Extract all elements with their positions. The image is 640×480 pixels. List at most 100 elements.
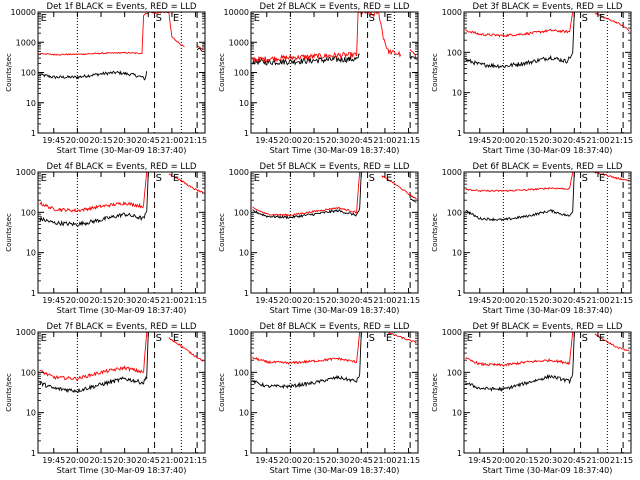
plot-frame [463, 11, 632, 134]
x-tick-label: 20:00 [66, 296, 89, 305]
series-group [39, 12, 204, 81]
x-tick-label: 21:15 [610, 456, 633, 465]
x-tick-label: 19:45 [468, 456, 491, 465]
lld-series-line [39, 332, 148, 381]
chart-title: Det 8f BLACK = Events, RED = LLD [260, 322, 410, 332]
x-tick-label: 20:45 [563, 136, 586, 145]
y-tick-label: 1000 [16, 168, 36, 177]
x-tick-label: 19:45 [255, 456, 278, 465]
y-tick-label: 100 [21, 69, 36, 78]
chart-panel: Det 2f BLACK = Events, RED = LLD 1 10 100 10… [218, 2, 420, 155]
plot-frame [463, 331, 632, 454]
plot-frame [250, 171, 419, 294]
event-marker-label: S [156, 333, 162, 344]
x-tick-label: 19:45 [42, 296, 65, 305]
event-marker-label: E [41, 333, 47, 344]
x-tick-label: 21:00 [586, 136, 609, 145]
plot-frame [463, 171, 632, 294]
x-tick-label: 20:30 [539, 456, 562, 465]
event-marker-label: E [599, 13, 605, 24]
chart-panel: Det 7f BLACK = Events, RED = LLD 1 10 100 10… [5, 322, 207, 475]
chart-title: Det 5f BLACK = Events, RED = LLD [260, 162, 410, 172]
events-series-line [39, 70, 148, 81]
y-tick-label: 1 [244, 449, 249, 458]
series-group [39, 332, 204, 394]
events-series-line [39, 332, 149, 394]
y-tick-label: 10 [26, 99, 36, 108]
x-tick-label: 19:45 [468, 136, 491, 145]
x-tick-label: 21:00 [373, 136, 396, 145]
x-tick-label: 20:45 [137, 136, 160, 145]
event-marker-label: E [41, 13, 47, 24]
y-tick-label: 10 [239, 409, 249, 418]
y-tick-label: 100 [234, 69, 249, 78]
chart-title: Det 7f BLACK = Events, RED = LLD [47, 322, 197, 332]
lld-series-line [168, 173, 204, 194]
event-marker-label: E [599, 173, 605, 184]
x-tick-label: 20:00 [492, 136, 515, 145]
y-tick-label: 100 [234, 368, 249, 377]
x-axis-label: Start Time (30-Mar-09 18:37:40) [483, 146, 613, 155]
lld-series-line [252, 172, 361, 217]
y-tick-label: 10 [452, 409, 462, 418]
y-tick-label: 1 [457, 449, 462, 458]
y-tick-label: 10 [452, 249, 462, 258]
x-tick-label: 20:15 [89, 296, 112, 305]
lld-series-line [381, 175, 417, 200]
y-axis-label: Counts/sec [431, 213, 439, 252]
x-tick-label: 20:00 [492, 296, 515, 305]
x-tick-label: 20:30 [113, 296, 136, 305]
y-axis-label: Counts/sec [431, 53, 439, 92]
lld-series-line [252, 332, 361, 366]
x-tick-label: 20:30 [326, 136, 349, 145]
x-tick-label: 20:15 [515, 136, 538, 145]
event-marker-label: E [467, 333, 473, 344]
y-tick-label: 1 [457, 289, 462, 298]
x-axis-label: Start Time (30-Mar-09 18:37:40) [483, 306, 613, 315]
x-tick-label: 20:00 [279, 456, 302, 465]
y-tick-label: 1000 [442, 328, 462, 337]
x-tick-label: 19:45 [255, 136, 278, 145]
plot-frame [37, 331, 206, 454]
x-tick-label: 20:15 [302, 456, 325, 465]
y-tick-label: 1000 [229, 328, 249, 337]
chart-title: Det 1f BLACK = Events, RED = LLD [47, 2, 197, 12]
x-tick-label: 21:00 [586, 296, 609, 305]
y-tick-label: 1000 [442, 8, 462, 17]
x-tick-label: 20:00 [279, 296, 302, 305]
series-group [252, 12, 417, 66]
lld-series-line [409, 48, 417, 59]
x-tick-label: 21:15 [397, 296, 420, 305]
event-marker-label: E [41, 173, 47, 184]
x-tick-label: 20:30 [326, 296, 349, 305]
event-marker-label: S [369, 13, 375, 24]
y-tick-label: 1 [457, 129, 462, 138]
y-tick-label: 10 [26, 409, 36, 418]
series-group [252, 172, 417, 220]
x-tick-label: 20:15 [302, 296, 325, 305]
x-tick-label: 20:45 [137, 296, 160, 305]
event-marker-label: E [386, 333, 392, 344]
x-tick-label: 19:45 [42, 456, 65, 465]
event-marker-label: E [254, 13, 260, 24]
lld-series-line [168, 337, 204, 362]
events-series-line [196, 47, 203, 52]
series-group [252, 332, 417, 390]
x-tick-label: 21:00 [373, 456, 396, 465]
x-tick-label: 20:45 [137, 456, 160, 465]
chart-panel: Det 4f BLACK = Events, RED = LLD 1 10 100 10… [5, 162, 207, 315]
lld-series-line [465, 12, 574, 38]
plot-frame [37, 11, 206, 134]
x-tick-label: 21:00 [160, 456, 183, 465]
chart-panel: Det 9f BLACK = Events, RED = LLD 1 10 100 10… [431, 322, 633, 475]
x-tick-label: 21:15 [184, 296, 207, 305]
chart-title: Det 3f BLACK = Events, RED = LLD [473, 2, 623, 12]
x-axis-label: Start Time (30-Mar-09 18:37:40) [57, 146, 187, 155]
event-marker-label: S [582, 333, 588, 344]
x-tick-label: 20:30 [113, 136, 136, 145]
chart-panel: Det 1f BLACK = Events, RED = LLD 1 10 100 10… [5, 2, 207, 155]
event-marker-label: E [173, 333, 179, 344]
lld-series-line [39, 12, 185, 56]
lld-series-line [594, 333, 630, 352]
